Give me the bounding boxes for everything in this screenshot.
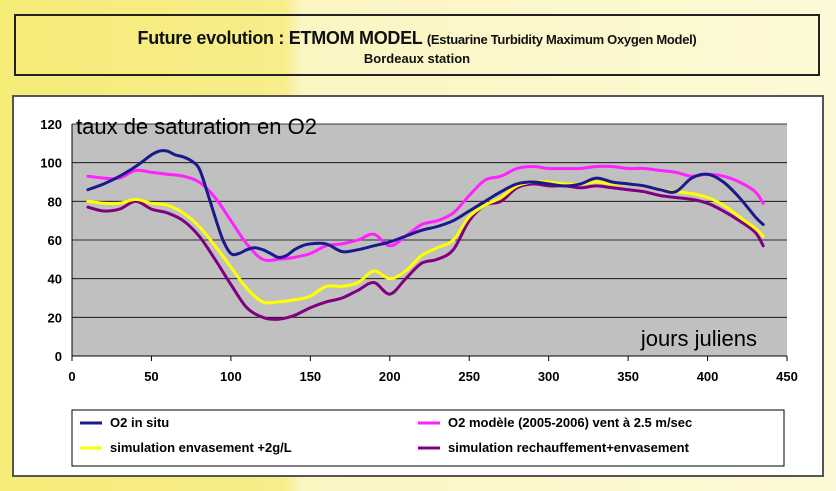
series-lines bbox=[86, 149, 765, 321]
x-tick-label: 300 bbox=[538, 369, 560, 384]
chart-frame: 0 20 40 60 80 100 120 0 50 100 150 200 250 300 350 400 4… bbox=[12, 95, 824, 477]
x-tick-label: 50 bbox=[144, 369, 158, 384]
x-axis-label: jours juliens bbox=[640, 326, 757, 351]
y-tick-label: 40 bbox=[48, 272, 62, 287]
y-tick-label: 100 bbox=[40, 156, 62, 171]
y-tick-label: 20 bbox=[48, 310, 62, 325]
legend-box bbox=[71, 409, 785, 467]
x-tick-label: 250 bbox=[458, 369, 480, 384]
x-tick-label: 0 bbox=[68, 369, 75, 384]
legend-entry: O2 in situ bbox=[110, 415, 169, 430]
x-tick-label: 200 bbox=[379, 369, 401, 384]
chart-title: Future evolution : ETMOM MODEL (Estuarin… bbox=[16, 28, 818, 49]
legend: O2 in situ O2 modèle (2005-2006) vent à 2… bbox=[71, 409, 785, 467]
station-name: Bordeaux station bbox=[363, 51, 471, 66]
legend-entry: simulation envasement +2g/L bbox=[110, 440, 292, 455]
y-tick-label: 120 bbox=[40, 117, 62, 132]
line-chart: 0 20 40 60 80 100 120 0 50 100 150 200 250 300 350 400 4… bbox=[40, 114, 798, 467]
x-tick-label: 100 bbox=[220, 369, 242, 384]
y-tick-label: 60 bbox=[48, 233, 62, 248]
y-axis-label: taux de saturation en O2 bbox=[76, 114, 317, 139]
x-tick-label: 150 bbox=[299, 369, 321, 384]
title-main: Future evolution : ETMOM MODEL bbox=[137, 28, 423, 48]
x-tick-label: 450 bbox=[776, 369, 798, 384]
series-line-1 bbox=[86, 149, 765, 259]
y-tick-label: 0 bbox=[55, 349, 62, 364]
x-tick-label: 350 bbox=[617, 369, 639, 384]
title-subtitle: (Estuarine Turbidity Maximum Oxygen Mode… bbox=[426, 32, 697, 47]
x-tick-label: 400 bbox=[697, 369, 719, 384]
legend-entry: O2 modèle (2005-2006) vent à 2.5 m/sec bbox=[448, 415, 692, 430]
legend-entry: simulation rechauffement+envasement bbox=[448, 440, 690, 455]
axes: 0 20 40 60 80 100 120 0 50 100 150 200 250 300 350 400 4… bbox=[40, 117, 798, 384]
y-tick-label: 80 bbox=[48, 194, 62, 209]
series-line-2 bbox=[86, 164, 765, 263]
title-box: Future evolution : ETMOM MODEL (Estuarin… bbox=[14, 14, 820, 76]
series-line-4 bbox=[86, 182, 765, 321]
